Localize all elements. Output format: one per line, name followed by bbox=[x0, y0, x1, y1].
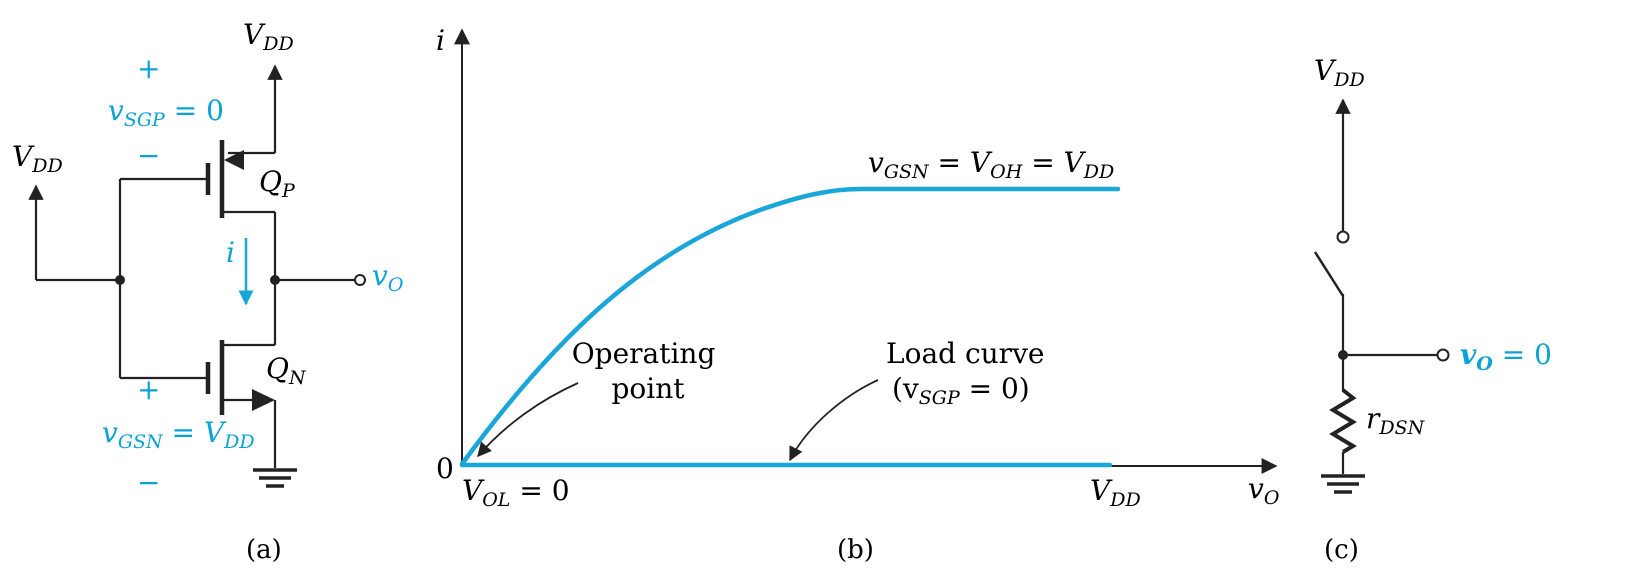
y-axis-label: i bbox=[436, 24, 445, 57]
qn-label: QN bbox=[266, 352, 307, 389]
pmos-source-arrow bbox=[224, 150, 244, 170]
output-node-dot-c bbox=[1338, 350, 1348, 360]
vdd-label-c: VDD bbox=[1314, 54, 1365, 91]
rdsn-label: rDSN bbox=[1366, 402, 1426, 439]
vdd-left-label: VDD bbox=[12, 140, 63, 177]
vgsn-label: vGSN = VDD bbox=[102, 416, 255, 453]
qp-label: QP bbox=[259, 165, 296, 202]
vo-label-c: vO = 0 bbox=[1460, 338, 1552, 375]
panel-b-plot: i vO 0 VOL = 0 VDD vGSN = VOH = VDD Oper… bbox=[436, 24, 1280, 565]
transistor-curve bbox=[459, 186, 1121, 467]
output-node-dot bbox=[270, 275, 280, 285]
caption-b: (b) bbox=[837, 535, 874, 565]
resistor-icon bbox=[1329, 388, 1357, 454]
operating-point-pointer bbox=[477, 382, 579, 458]
caption-a: (a) bbox=[246, 535, 282, 565]
x-axis-label: vO bbox=[1248, 472, 1280, 509]
input-node-dot bbox=[115, 275, 125, 285]
operating-point-label: Operating point bbox=[572, 337, 725, 405]
output-terminal bbox=[354, 274, 366, 286]
origin-label: 0 bbox=[436, 452, 454, 485]
minus-bottom-label: − bbox=[137, 466, 160, 499]
output-terminal-c bbox=[1436, 348, 1450, 362]
switch-top-terminal bbox=[1336, 230, 1350, 244]
nmos-source-arrow bbox=[252, 389, 275, 411]
current-label: i bbox=[226, 236, 235, 269]
load-curve-condition: (vSGP = 0) bbox=[892, 372, 1030, 409]
curve-label: vGSN = VOH = VDD bbox=[868, 146, 1114, 183]
vdd-tick-label: VDD bbox=[1090, 474, 1141, 511]
panel-c-equivalent: VDD vO = 0 rDSN (c) bbox=[1313, 54, 1552, 565]
plus-bottom-label: + bbox=[137, 373, 160, 406]
vdd-top-label: VDD bbox=[243, 18, 294, 55]
switch-blade bbox=[1313, 251, 1345, 297]
vsgp-label: vSGP = 0 bbox=[108, 94, 224, 131]
load-curve-label: Load curve bbox=[886, 337, 1044, 370]
vo-label-a: vO bbox=[372, 259, 404, 296]
caption-c: (c) bbox=[1324, 535, 1359, 565]
vol-label: VOL = 0 bbox=[462, 474, 570, 511]
ground-icon-c bbox=[1321, 474, 1365, 494]
load-curve-pointer bbox=[789, 379, 879, 462]
ground-icon bbox=[253, 468, 297, 488]
plus-top-label: + bbox=[137, 52, 160, 85]
panel-a-circuit: VDD VDD + vSGP = 0 − QP i vO QN + vGSN =… bbox=[12, 18, 404, 565]
minus-top-label: − bbox=[137, 139, 160, 172]
